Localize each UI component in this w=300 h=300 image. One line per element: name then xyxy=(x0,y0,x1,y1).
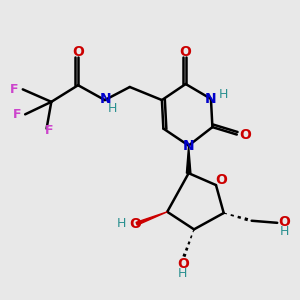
Text: F: F xyxy=(10,83,19,96)
Text: F: F xyxy=(13,108,21,121)
Text: H: H xyxy=(219,88,228,101)
Text: H: H xyxy=(107,103,117,116)
Text: O: O xyxy=(215,173,227,187)
Text: F: F xyxy=(45,124,53,137)
Text: O: O xyxy=(239,128,251,142)
Text: O: O xyxy=(180,45,192,59)
Text: H: H xyxy=(178,267,188,280)
Text: H: H xyxy=(280,225,289,238)
Text: O: O xyxy=(72,45,84,59)
Text: N: N xyxy=(100,92,111,106)
Polygon shape xyxy=(186,146,191,173)
Polygon shape xyxy=(136,212,167,225)
Text: N: N xyxy=(205,92,217,106)
Text: O: O xyxy=(129,217,141,231)
Text: O: O xyxy=(177,257,189,272)
Text: H: H xyxy=(117,217,127,230)
Text: O: O xyxy=(278,215,290,229)
Text: N: N xyxy=(183,139,194,152)
